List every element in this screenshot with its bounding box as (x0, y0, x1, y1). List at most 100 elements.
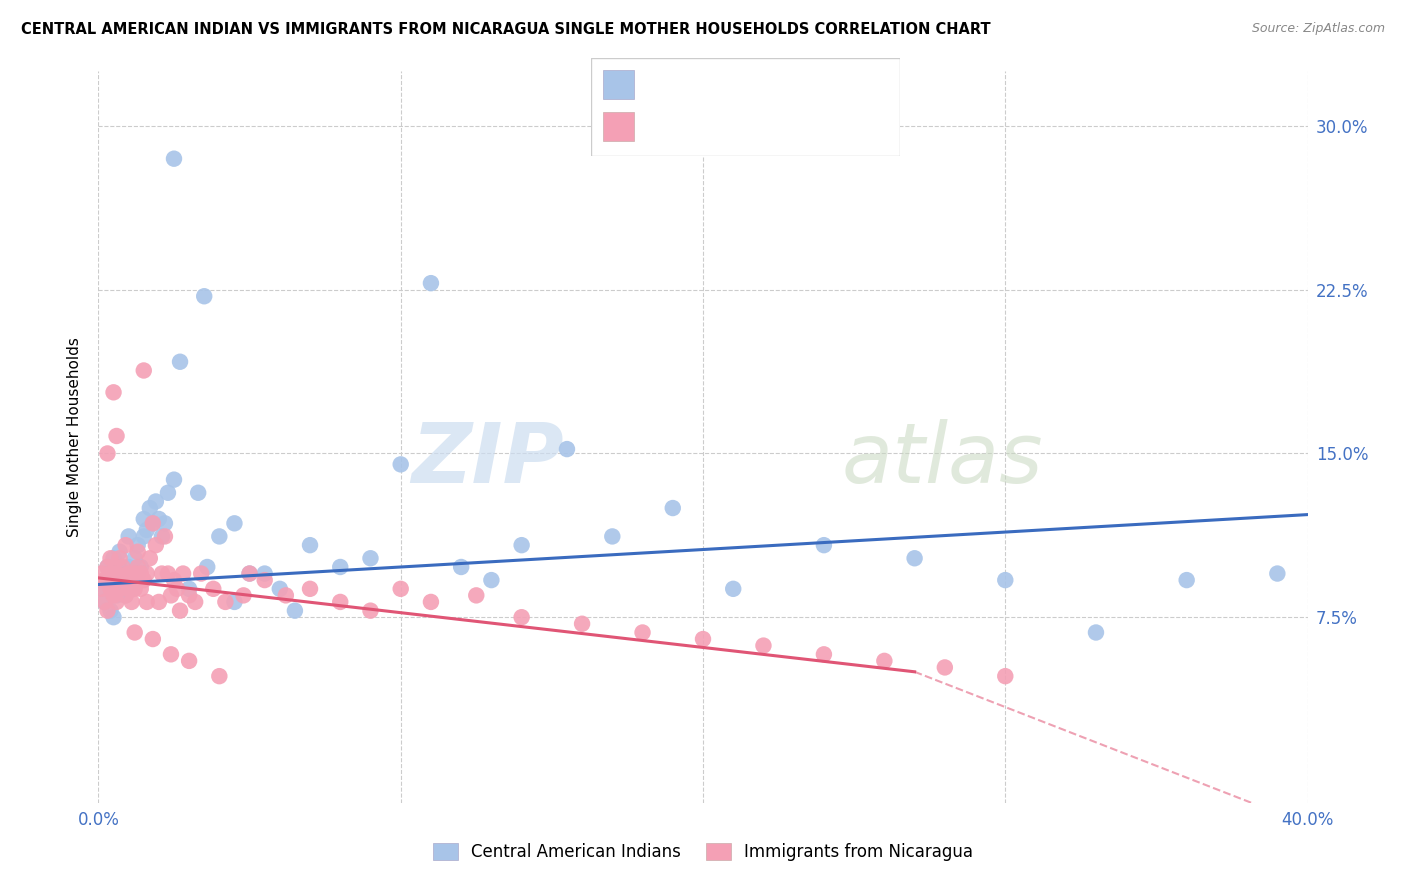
Point (100, 566, 122, 581)
Point (90, 582, 112, 596)
Point (105, 566, 128, 581)
Point (160, 648, 183, 662)
Point (179, 654, 201, 668)
Point (420, 595, 443, 609)
Point (190, 566, 212, 581)
Point (481, 573, 503, 587)
Point (103, 588, 125, 602)
Point (145, 494, 167, 508)
Point (127, 566, 149, 581)
Point (1267, 566, 1289, 581)
Point (224, 516, 246, 531)
Point (129, 560, 152, 574)
Point (111, 560, 134, 574)
Point (100, 582, 122, 596)
Point (139, 501, 162, 516)
Point (153, 529, 176, 543)
Point (114, 538, 136, 552)
Bar (603, 112, 634, 142)
Point (253, 573, 276, 587)
Point (103, 385, 125, 400)
Point (1085, 625, 1108, 640)
Point (571, 616, 593, 631)
Point (555, 442, 578, 456)
Point (93, 595, 115, 609)
Point (214, 595, 236, 609)
Point (184, 595, 207, 609)
Point (118, 529, 141, 543)
Point (510, 610, 533, 624)
Text: N =: N = (776, 120, 815, 134)
Point (100, 551, 122, 566)
Point (96, 446, 118, 460)
Point (96, 573, 118, 587)
Point (752, 639, 775, 653)
Point (124, 566, 146, 581)
Point (103, 551, 125, 566)
Bar (603, 70, 634, 99)
Point (121, 595, 143, 609)
Point (121, 566, 143, 581)
Point (239, 566, 262, 581)
Point (93, 595, 115, 609)
Point (329, 595, 352, 609)
Point (105, 588, 128, 602)
Point (208, 669, 231, 683)
Point (195, 560, 218, 574)
Point (135, 595, 157, 609)
Point (269, 582, 291, 596)
Point (111, 566, 134, 581)
Text: N =: N = (776, 77, 815, 92)
Point (129, 582, 152, 596)
Point (299, 538, 322, 552)
Point (114, 588, 136, 602)
Point (127, 560, 149, 574)
Text: 68: 68 (835, 76, 858, 94)
Point (631, 625, 654, 640)
Point (813, 648, 835, 662)
Point (108, 551, 131, 566)
Point (420, 276, 443, 290)
Point (127, 545, 149, 559)
Point (169, 355, 191, 369)
Point (450, 560, 472, 574)
Point (114, 573, 136, 587)
Text: -0.261: -0.261 (699, 118, 758, 136)
Point (103, 610, 125, 624)
Point (114, 573, 136, 587)
Point (163, 473, 186, 487)
Point (111, 573, 134, 587)
Point (90, 566, 112, 581)
Point (389, 582, 412, 596)
Point (132, 512, 155, 526)
Point (208, 529, 231, 543)
Point (142, 516, 165, 531)
Point (465, 588, 488, 602)
Point (163, 152, 186, 166)
Point (127, 538, 149, 552)
Text: R =: R = (647, 77, 679, 92)
Point (904, 551, 927, 566)
Point (118, 582, 141, 596)
Text: 78: 78 (835, 118, 858, 136)
Point (723, 582, 745, 596)
Point (132, 529, 155, 543)
Point (103, 582, 125, 596)
Point (239, 566, 262, 581)
Text: CENTRAL AMERICAN INDIAN VS IMMIGRANTS FROM NICARAGUA SINGLE MOTHER HOUSEHOLDS CO: CENTRAL AMERICAN INDIAN VS IMMIGRANTS FR… (21, 22, 991, 37)
Point (132, 363, 155, 377)
Point (994, 573, 1017, 587)
Point (135, 566, 157, 581)
Point (108, 582, 131, 596)
Point (156, 485, 179, 500)
Point (124, 573, 146, 587)
Point (96, 560, 118, 574)
Point (121, 573, 143, 587)
Text: R =: R = (647, 120, 679, 134)
Point (224, 595, 246, 609)
Point (202, 582, 225, 596)
Point (360, 604, 382, 618)
Legend: Central American Indians, Immigrants from Nicaragua: Central American Indians, Immigrants fro… (426, 836, 980, 868)
Point (118, 566, 141, 581)
Point (813, 538, 835, 552)
